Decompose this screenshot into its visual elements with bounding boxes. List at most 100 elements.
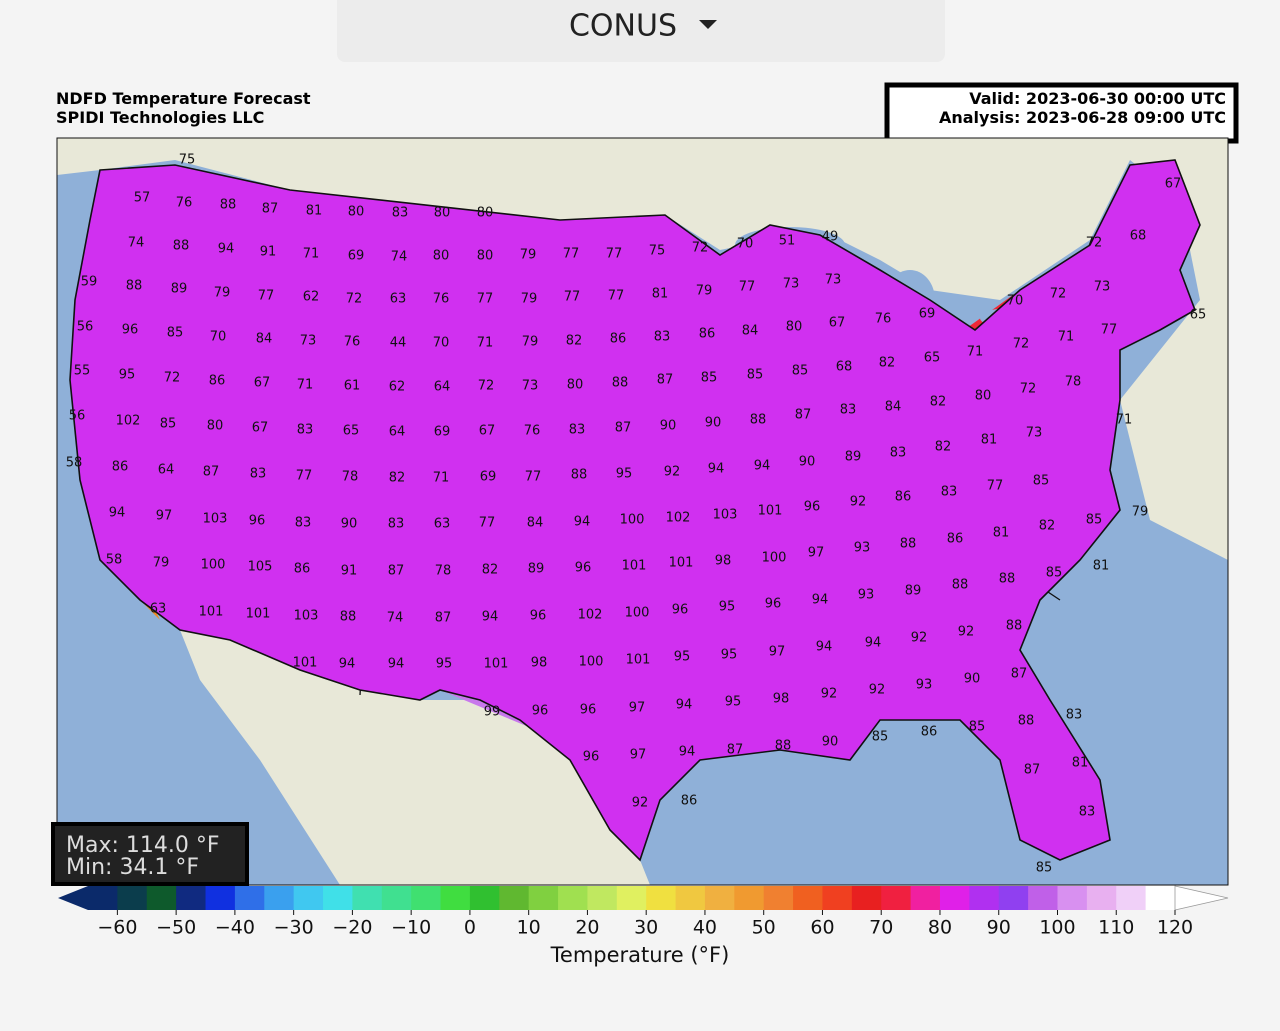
temp-label: 63 <box>434 517 451 532</box>
temp-label: 56 <box>69 409 86 424</box>
temp-label: 94 <box>676 698 693 713</box>
temp-label: 71 <box>1116 413 1133 428</box>
temp-label: 97 <box>808 546 825 561</box>
valid-box <box>884 82 1239 144</box>
colorbar-bin <box>146 886 177 910</box>
analysis: Analysis: 2023-06-28 09:00 UTC <box>939 108 1226 127</box>
temp-label: 80 <box>786 320 803 335</box>
temp-label: 80 <box>433 249 450 264</box>
temp-label: 95 <box>674 650 691 665</box>
temp-label: 88 <box>999 572 1016 587</box>
temp-label: 94 <box>754 459 771 474</box>
temp-label: 96 <box>530 609 547 624</box>
temp-label: 85 <box>872 730 889 745</box>
temp-label: 85 <box>1046 566 1063 581</box>
colorbar-bin <box>763 886 794 910</box>
temp-label: 67 <box>254 376 271 391</box>
temp-label: 77 <box>606 247 623 262</box>
temp-label: 79 <box>696 284 713 299</box>
temp-label: 72 <box>1020 382 1037 397</box>
temp-label: 87 <box>657 373 674 388</box>
temp-label: 55 <box>74 364 91 379</box>
temp-label: 101 <box>293 656 318 671</box>
colorbar-bin <box>793 886 823 910</box>
temp-label: 81 <box>306 204 323 219</box>
colorbar-bin <box>440 886 471 910</box>
temp-label: 87 <box>262 202 279 217</box>
colorbar-tick-label: 50 <box>752 917 776 939</box>
temp-label: 101 <box>484 657 509 672</box>
temp-label: 92 <box>958 625 975 640</box>
temp-label: 72 <box>1086 236 1103 251</box>
temp-label: 97 <box>769 645 786 660</box>
colorbar-tick-label: −10 <box>391 917 431 939</box>
temp-label: 71 <box>297 378 314 393</box>
temp-label: 80 <box>975 389 992 404</box>
temp-label: 88 <box>126 279 143 294</box>
temp-label: 86 <box>294 562 311 577</box>
temp-label: 70 <box>1007 294 1024 309</box>
temp-label: 94 <box>339 657 356 672</box>
temp-label: 77 <box>258 289 275 304</box>
temp-label: 86 <box>895 490 912 505</box>
temp-label: 92 <box>850 495 867 510</box>
temp-label: 78 <box>1065 375 1082 390</box>
colorbar-bin <box>1057 886 1088 910</box>
temp-label: 79 <box>520 248 537 263</box>
max: Max: 114.0 °F <box>66 833 220 858</box>
colorbar-bin <box>1028 886 1058 910</box>
temp-label: 61 <box>344 379 361 394</box>
temp-label: 83 <box>1079 805 1096 820</box>
temp-label: 81 <box>1093 559 1110 574</box>
valid: Valid: 2023-06-30 00:00 UTC <box>969 89 1226 108</box>
temp-label: 51 <box>779 234 796 249</box>
temp-label: 74 <box>128 236 145 251</box>
temp-label: 49 <box>822 230 839 245</box>
temp-label: 65 <box>343 424 360 439</box>
temp-label: 97 <box>629 701 646 716</box>
temp-label: 86 <box>610 332 627 347</box>
colorbar-bin <box>969 886 1000 910</box>
temp-label: 88 <box>1006 619 1023 634</box>
colorbar-bin <box>234 886 265 910</box>
temp-label: 94 <box>708 462 725 477</box>
colorbar-tick-label: −20 <box>332 917 372 939</box>
temp-label: 81 <box>652 287 669 302</box>
temp-label: 96 <box>804 500 821 515</box>
dropdown[interactable] <box>337 0 945 62</box>
temp-label: 101 <box>626 653 651 668</box>
temp-label: 89 <box>845 450 862 465</box>
temp-label: 81 <box>993 526 1010 541</box>
temp-label: 57 <box>134 191 151 206</box>
colorbar-extend-low <box>58 886 88 910</box>
colorbar-tick-label: 70 <box>869 917 893 939</box>
colorbar-tick-label: 100 <box>1039 917 1075 939</box>
temp-label: 93 <box>916 678 933 693</box>
temp-label: 77 <box>564 290 581 305</box>
temp-label: 86 <box>209 374 226 389</box>
temp-label: 84 <box>527 516 544 531</box>
temp-label: 64 <box>434 380 451 395</box>
temp-label: 102 <box>578 608 603 623</box>
temp-label: 100 <box>620 513 645 528</box>
temp-label: 77 <box>296 469 313 484</box>
dropdown-label[interactable]: CONUS <box>569 9 677 44</box>
dropdown-caret[interactable] <box>699 20 717 29</box>
temp-label: 95 <box>119 368 136 383</box>
temp-label: 58 <box>106 553 123 568</box>
colorbar-bin <box>176 886 207 910</box>
temp-label: 98 <box>531 656 548 671</box>
temp-label: 92 <box>821 687 838 702</box>
temp-label: 80 <box>477 206 494 221</box>
temp-label: 77 <box>739 280 756 295</box>
temp-label: 79 <box>522 335 539 350</box>
colorbar-bin <box>675 886 706 910</box>
temp-label: 81 <box>981 433 998 448</box>
temp-label: 70 <box>210 330 227 345</box>
maxmin-box <box>51 822 249 886</box>
temp-label: 78 <box>342 470 359 485</box>
colorbar-tick-label: −60 <box>97 917 137 939</box>
colorbar-bin <box>205 886 236 910</box>
temp-label: 88 <box>612 376 629 391</box>
